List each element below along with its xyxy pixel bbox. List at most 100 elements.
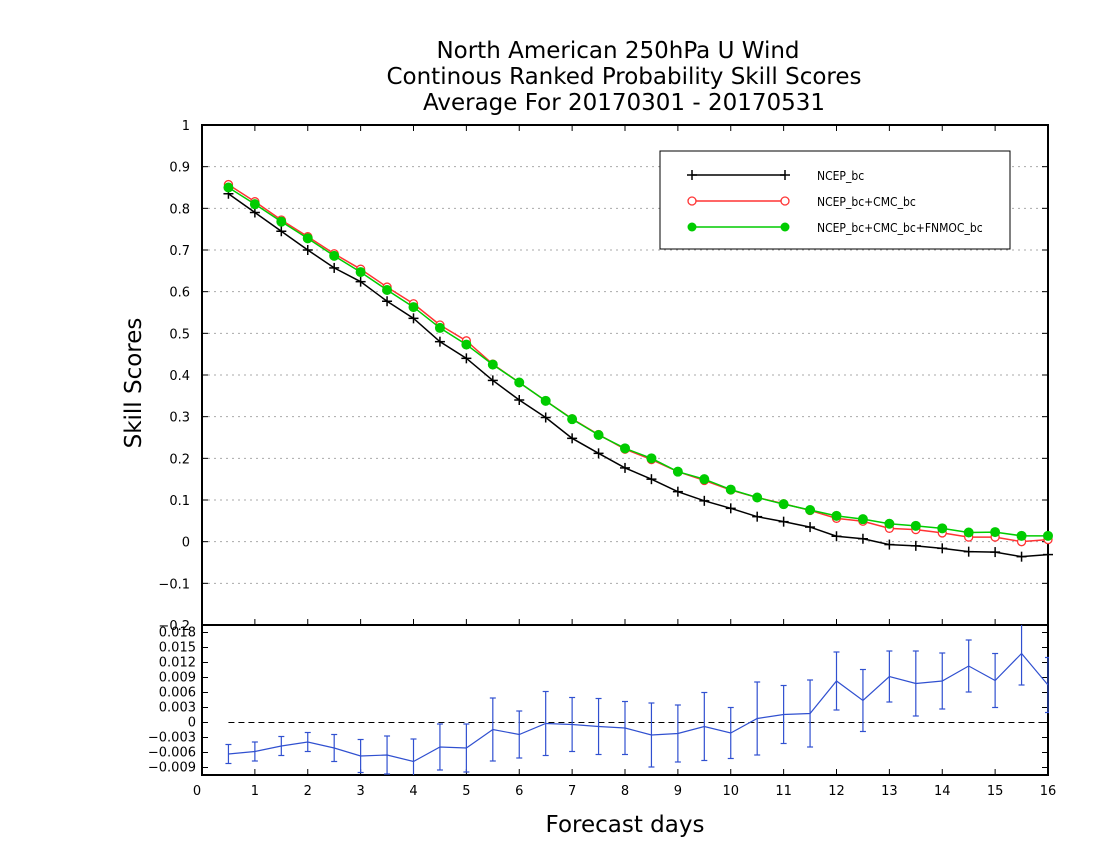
series-1-point bbox=[937, 543, 948, 554]
series-1-point bbox=[382, 296, 393, 307]
series-1-point bbox=[778, 516, 789, 527]
series-3-point bbox=[1016, 530, 1027, 541]
top-y-tick-label: 0.3 bbox=[169, 411, 190, 426]
series-3-point bbox=[461, 339, 472, 350]
error-bar bbox=[674, 704, 681, 763]
series-1-point bbox=[963, 546, 974, 557]
bottom-y-tick-label: 0.018 bbox=[159, 626, 196, 641]
series-3-point bbox=[857, 514, 868, 525]
bottom-y-tick-label: 0.006 bbox=[159, 686, 196, 701]
top-y-tick-label: 0.8 bbox=[169, 202, 190, 217]
top-y-tick-label: 0.6 bbox=[169, 286, 190, 301]
x-tick-label: 13 bbox=[881, 784, 898, 799]
series-3-point bbox=[963, 527, 974, 538]
error-bar bbox=[278, 735, 285, 757]
series-3-point bbox=[223, 182, 234, 193]
chart-title-line-2: Continous Ranked Probability Skill Score… bbox=[386, 64, 861, 90]
bottom-y-axis: −0.009−0.006−0.00300.0030.0060.0090.0120… bbox=[148, 626, 1048, 776]
bottom-series-layer bbox=[225, 625, 1049, 775]
series-3-point bbox=[302, 233, 313, 244]
error-bar bbox=[489, 697, 496, 762]
top-y-tick-label: 0.4 bbox=[169, 369, 190, 384]
x-axis-label: Forecast days bbox=[546, 812, 705, 838]
error-bar bbox=[463, 723, 470, 773]
error-bar bbox=[1018, 625, 1025, 686]
series-1-point bbox=[990, 547, 1001, 558]
series-3-point bbox=[672, 466, 683, 477]
error-bar bbox=[542, 690, 549, 757]
bottom-y-tick-label: 0.015 bbox=[159, 641, 196, 656]
error-bar bbox=[304, 731, 311, 753]
series-1-point bbox=[620, 462, 630, 473]
legend: NCEP_bc NCEP_bc+CMC_bc NCEP_bc+CMC_bc+FNMO… bbox=[659, 150, 1011, 250]
bottom-y-tick-label: 0.012 bbox=[159, 656, 196, 671]
top-y-axis: −0.1 0 0.1 0.2 0.3 0.4 0.5 0.6 0.7 0.8 0.9 1 −0.2 bbox=[158, 119, 1048, 634]
top-y-tick-label: 0.7 bbox=[169, 244, 190, 259]
series-3-point bbox=[487, 359, 498, 370]
bottom-y-tick-label: −0.003 bbox=[148, 731, 196, 746]
error-bar bbox=[859, 668, 866, 733]
series-3-point bbox=[725, 484, 736, 495]
series-3-point bbox=[355, 267, 366, 278]
x-tick-label: 10 bbox=[722, 784, 739, 799]
series-3-point bbox=[831, 510, 842, 521]
error-bar bbox=[780, 684, 787, 745]
x-tick-label: 1 bbox=[251, 784, 259, 799]
series-1-point bbox=[329, 262, 340, 273]
error-bar bbox=[648, 702, 655, 768]
series-1-point bbox=[593, 448, 604, 459]
error-bar bbox=[595, 697, 602, 756]
series-1-point bbox=[355, 276, 366, 287]
series-1-point bbox=[302, 245, 313, 255]
x-tick-label: 5 bbox=[462, 784, 470, 799]
x-tick-label: 9 bbox=[674, 784, 682, 799]
series-1-point bbox=[487, 375, 498, 386]
x-tick-label: 11 bbox=[775, 784, 792, 799]
error-bar bbox=[965, 639, 972, 693]
bottom-y-tick-label: 0 bbox=[188, 716, 196, 731]
series-3-point bbox=[514, 377, 525, 388]
error-bar bbox=[754, 681, 761, 756]
series-1-point bbox=[672, 486, 683, 497]
error-bar bbox=[807, 679, 814, 748]
series-1-point bbox=[699, 495, 710, 506]
series-3-point bbox=[382, 285, 393, 295]
chart-title-line-3: Average For 20170301 - 20170531 bbox=[423, 90, 825, 116]
series-3-point bbox=[910, 520, 921, 531]
difference-series bbox=[225, 625, 1049, 775]
top-y-tick-label: 0.5 bbox=[169, 327, 190, 342]
chart-title-line-1: North American 250hPa U Wind bbox=[436, 38, 799, 64]
error-bar bbox=[727, 706, 734, 760]
series-3-point bbox=[620, 443, 630, 454]
legend-marker bbox=[780, 222, 790, 232]
error-bar bbox=[622, 700, 628, 756]
series-3-point bbox=[540, 395, 551, 406]
x-tick-label: 8 bbox=[621, 784, 629, 799]
x-tick-label: 14 bbox=[934, 784, 951, 799]
series-1-point bbox=[910, 540, 921, 551]
error-bar bbox=[912, 650, 919, 717]
error-bar bbox=[1045, 656, 1049, 714]
series-3-point bbox=[937, 523, 948, 534]
series-1-point bbox=[831, 531, 842, 542]
top-y-tick-label: 0 bbox=[182, 536, 190, 551]
error-bar bbox=[701, 691, 708, 762]
top-y-tick-label: 0.1 bbox=[169, 494, 190, 509]
series-3-point bbox=[1043, 530, 1053, 541]
series-1-point bbox=[1016, 551, 1027, 562]
x-tick-label: 2 bbox=[304, 784, 312, 799]
legend-label-3: NCEP_bc+CMC_bc+FNMOC_bc bbox=[817, 221, 983, 235]
series-3-point bbox=[805, 505, 816, 515]
series-1-point bbox=[725, 503, 736, 514]
error-bar bbox=[939, 652, 946, 710]
error-bar bbox=[992, 652, 999, 709]
series-1-point bbox=[514, 395, 525, 405]
error-bar bbox=[569, 696, 576, 753]
series-1-point bbox=[752, 511, 763, 522]
series-3-point bbox=[778, 499, 789, 510]
series-3-point bbox=[434, 322, 445, 333]
error-bar bbox=[516, 710, 523, 759]
series-1-point bbox=[884, 539, 895, 550]
x-tick-label: 0 bbox=[193, 784, 201, 799]
